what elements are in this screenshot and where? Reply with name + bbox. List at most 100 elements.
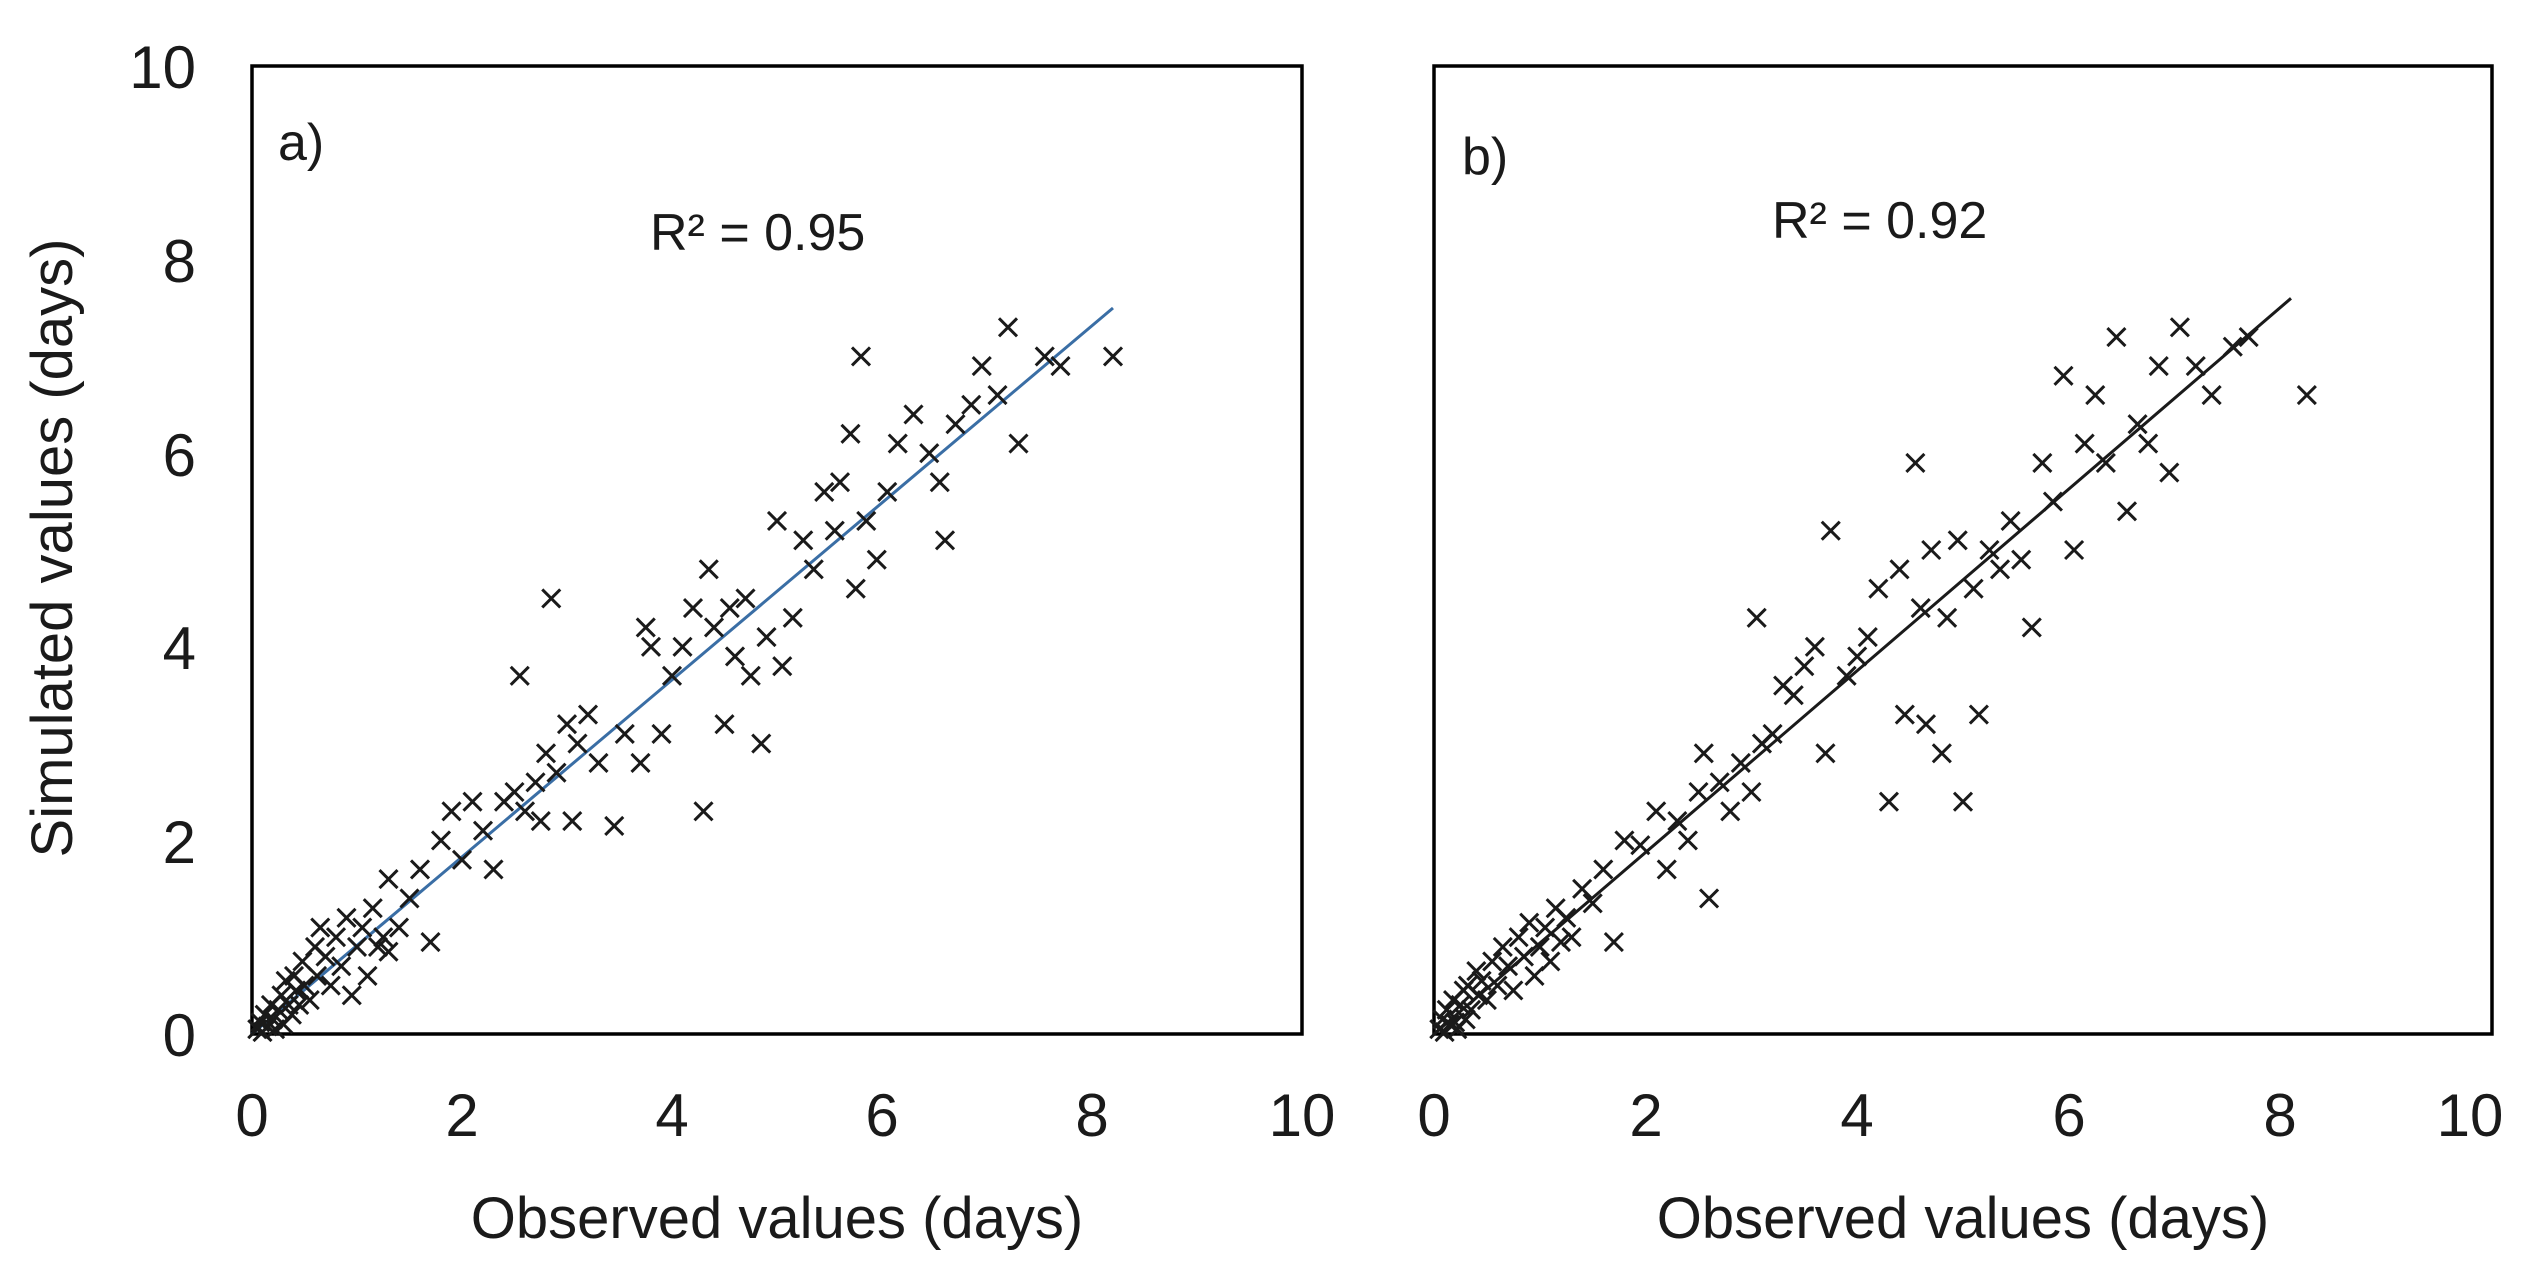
data-point [1572,878,1593,899]
data-point [310,917,331,938]
data-point [2011,549,2032,570]
data-point [1921,539,1942,561]
data-point [315,946,336,967]
data-point [1556,907,1577,928]
data-point [1455,1009,1476,1030]
data-point [1889,559,1910,580]
x-tick-label: 0 [1417,1082,1450,1149]
data-point [281,1004,302,1025]
data-point [535,743,557,764]
data-point [929,472,950,493]
data-point [1857,627,1878,648]
data-point [1963,578,1984,599]
data-point [877,481,898,502]
data-point [1931,743,1952,764]
data-point [525,772,546,793]
data-point [1630,835,1651,856]
data-point [2138,433,2159,454]
y-tick-label: 6 [163,422,196,489]
r-squared-annotation: R² = 0.92 [1772,192,1987,250]
data-point [567,733,588,754]
data-point [1937,607,1958,628]
data-point [2106,326,2127,348]
data-point [1460,999,1482,1020]
x-tick-label: 2 [445,1082,478,1149]
panel-label: a) [278,114,324,172]
data-point [1497,956,1519,977]
data-point [472,820,494,841]
data-point [1783,685,1804,706]
x-tick-label: 6 [865,1082,898,1149]
data-point [271,985,292,1006]
data-point [2074,433,2095,454]
data-point [1667,810,1688,832]
data-point [1894,704,1915,725]
data-point [509,665,530,686]
data-point [299,990,320,1011]
data-point [556,714,578,735]
data-point [1050,356,1071,377]
r-squared-annotation: R² = 0.95 [650,204,865,262]
y-tick-label: 10 [129,34,196,101]
data-point [388,917,410,938]
data-point [420,931,441,953]
x-tick-label: 4 [1840,1082,1873,1149]
x-tick-labels: 0 2 4 6 8 10 [1417,1082,2503,1149]
data-point [1482,951,1503,972]
data-point [2148,356,2169,377]
x-tick-label: 8 [2263,1082,2296,1149]
data-point [1952,791,1974,812]
data-point [1699,888,1720,909]
data-point [373,927,394,948]
data-point [840,423,861,444]
data-point [357,965,378,986]
data-point [640,636,662,657]
data-point [1603,931,1624,953]
data-point [751,733,772,754]
data-point [2159,462,2180,483]
data-point [2238,326,2259,348]
data-point [814,481,835,502]
data-point [604,815,625,836]
data-point [1910,598,1931,619]
data-point [307,965,328,986]
data-point [1762,723,1783,744]
data-point [399,888,420,909]
data-points [247,306,1124,1043]
data-point [1730,752,1751,774]
y-tick-label: 8 [163,228,196,295]
data-point [724,646,746,667]
data-point [772,656,793,677]
data-point [2095,452,2116,473]
data-point [635,617,656,638]
data-point [1561,927,1582,948]
data-point [1492,936,1513,957]
plot-area-frame [1432,64,2494,1036]
data-point [714,714,735,735]
data-point [346,936,368,957]
data-point [325,927,347,948]
data-point [362,898,383,919]
data-point [462,791,483,812]
data-point [1947,530,1968,551]
data-point [577,704,599,725]
data-point [1102,346,1124,367]
data-point [1540,951,1561,972]
data-point [719,598,740,619]
data-point [2042,491,2063,512]
x-tick-label: 10 [2437,1082,2504,1149]
data-point [1513,946,1534,967]
data-point [735,588,756,609]
panel-label: b) [1462,128,1508,186]
data-point [514,801,536,822]
data-point [336,907,357,928]
data-point [588,752,609,774]
data-point [756,627,777,648]
data-point [2127,414,2148,435]
data-point [1847,646,1868,667]
data-point [850,346,872,367]
x-tick-label: 2 [1629,1082,1662,1149]
data-point [2064,539,2085,561]
data-point [698,559,719,580]
data-point [829,472,851,493]
